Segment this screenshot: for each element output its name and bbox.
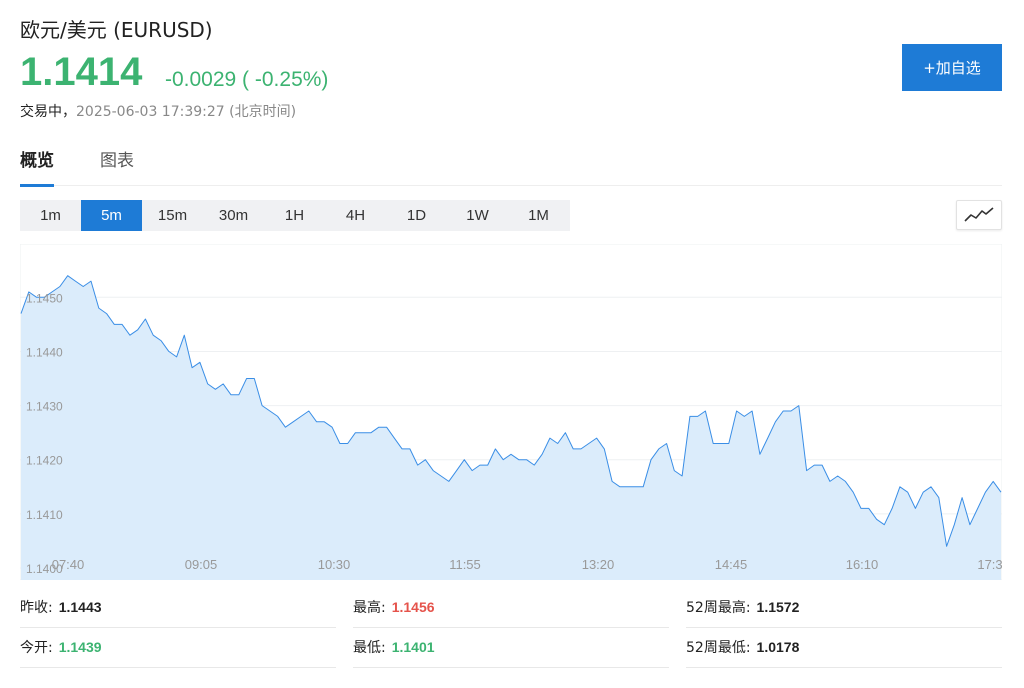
stat-52w-low: 52周最低: 1.0178 [686, 630, 1002, 668]
y-tick-label: 1.1420 [26, 454, 63, 468]
timestamp: 2025-06-03 17:39:27 (北京时间) [76, 104, 297, 120]
page-title: 欧元/美元 (EURUSD) [20, 18, 213, 42]
period-1m[interactable]: 1m [40, 207, 61, 224]
x-tick-label: 17:3 [977, 557, 1002, 572]
add-watchlist-button[interactable]: +加自选 [902, 44, 1002, 91]
price-area [21, 275, 1001, 580]
chart-type-button[interactable] [956, 200, 1002, 230]
x-tick-label: 09:05 [185, 557, 218, 572]
x-tick-label: 16:10 [846, 557, 879, 572]
status-label: 交易中， [20, 104, 76, 120]
period-selector: 1m 5m 15m 30m 1H 4H 1D 1W 1M [20, 200, 570, 231]
period-5m[interactable]: 5m [81, 200, 142, 231]
trading-status: 交易中，2025-06-03 17:39:27 (北京时间) [20, 101, 296, 121]
price-change: -0.0029 ( -0.25%) [165, 68, 329, 91]
x-tick-label: 14:45 [715, 557, 748, 572]
tab-bar: 概览 图表 [20, 150, 1002, 187]
period-1w[interactable]: 1W [466, 207, 489, 224]
y-tick-label: 1.1400 [26, 562, 63, 576]
current-price: 1.1414 [20, 50, 143, 94]
line-chart-icon [964, 207, 994, 222]
tab-chart[interactable]: 图表 [100, 151, 134, 171]
open-value: 1.1439 [58, 639, 102, 655]
x-tick-label: 11:55 [449, 557, 481, 572]
week52-low-value: 1.0178 [756, 639, 800, 655]
price-chart[interactable]: 1.1400 1.1410 1.1420 1.1430 1.1440 1.1450 07:4… [20, 244, 1002, 580]
period-4h[interactable]: 4H [345, 207, 366, 224]
period-1d[interactable]: 1D [406, 207, 427, 224]
x-tick-label: 13:20 [582, 557, 615, 572]
stat-high: 最高: 1.1456 [353, 590, 669, 628]
high-value: 1.1456 [391, 599, 435, 615]
y-tick-label: 1.1440 [26, 345, 63, 359]
y-tick-label: 1.1410 [26, 508, 63, 522]
stat-open: 今开: 1.1439 [20, 630, 336, 668]
y-tick-label: 1.1430 [26, 400, 63, 414]
week52-high-value: 1.1572 [756, 599, 800, 615]
x-tick-label: 10:30 [318, 557, 351, 572]
period-1h[interactable]: 1H [284, 207, 305, 224]
price-line [20, 275, 1002, 547]
low-value: 1.1401 [391, 639, 435, 655]
period-1mo[interactable]: 1M [528, 207, 549, 224]
prev-close-value: 1.1443 [58, 599, 102, 615]
stat-low: 最低: 1.1401 [353, 630, 669, 668]
tab-overview[interactable]: 概览 [20, 150, 54, 187]
period-15m[interactable]: 15m [157, 207, 188, 224]
y-tick-label: 1.1450 [26, 291, 63, 305]
period-30m[interactable]: 30m [218, 207, 249, 224]
x-tick-label: 07:40 [52, 557, 85, 572]
stat-52w-high: 52周最高: 1.1572 [686, 590, 1002, 628]
stat-prev-close: 昨收: 1.1443 [20, 590, 336, 628]
